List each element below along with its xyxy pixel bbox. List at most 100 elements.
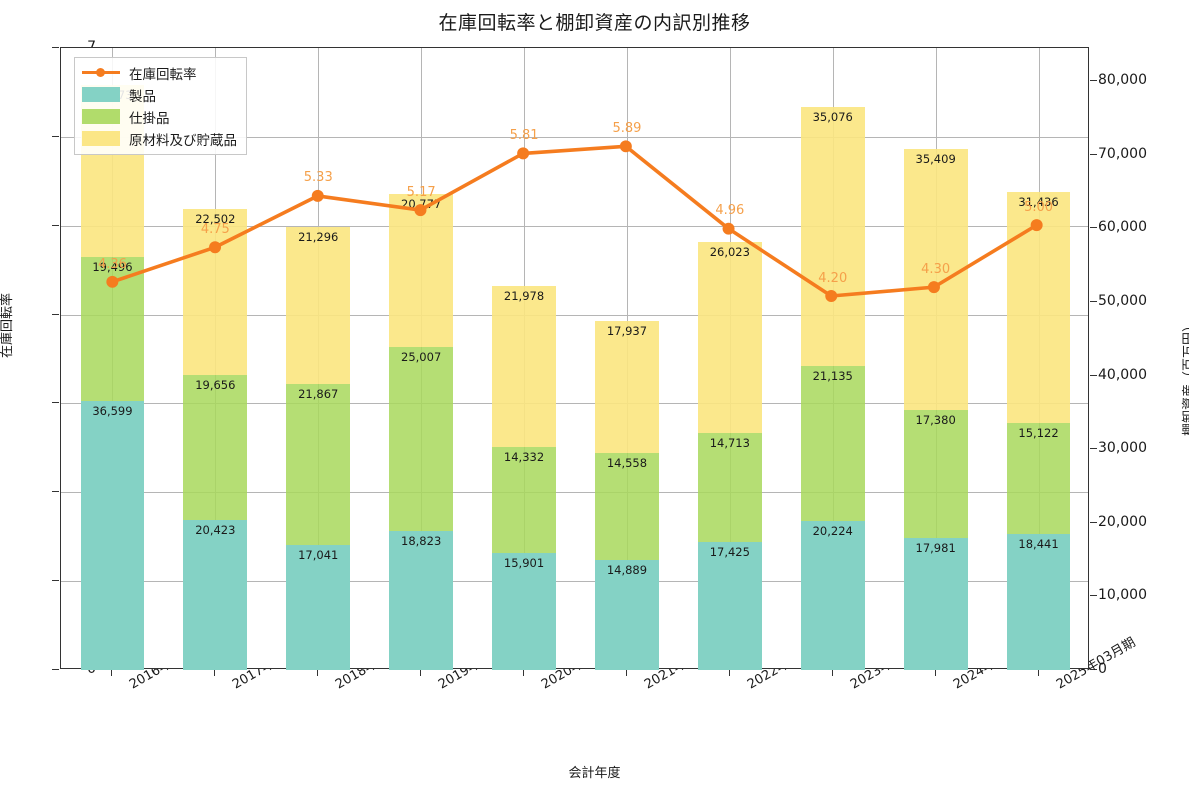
- ratio-point[interactable]: [825, 290, 838, 302]
- y-axis-right-tick-label: 30,000: [1098, 440, 1147, 457]
- x-axis-tick-label: 2017年03月期: [228, 635, 314, 692]
- y-axis-right-tick: [1090, 669, 1097, 670]
- x-axis-tick-label: 2022年03月期: [743, 635, 829, 692]
- x-axis-tick: [831, 669, 833, 676]
- gridline-horizontal: [61, 225, 1088, 227]
- bar-segment-product[interactable]: [492, 552, 556, 670]
- chart-title: 在庫回転率と棚卸資産の内訳別推移: [438, 12, 751, 34]
- bar-segment-product[interactable]: [80, 400, 145, 670]
- stacked-bar[interactable]: [903, 149, 968, 670]
- bar-segment-product[interactable]: [286, 544, 351, 670]
- y-axis-left-tick: [52, 47, 59, 48]
- y-axis-left-tick: [52, 580, 59, 582]
- y-axis-left-tick: [52, 224, 59, 226]
- y-axis-right-tick-label: 20,000: [1098, 513, 1147, 530]
- bar-segment-wip[interactable]: [286, 383, 351, 545]
- x-axis-tick-label: 2020年03月期: [537, 635, 623, 692]
- bar-segment-product[interactable]: [595, 560, 659, 670]
- stacked-bar[interactable]: [697, 241, 762, 670]
- legend-item-wip[interactable]: 仕掛品: [82, 107, 237, 127]
- bar-segment-wip[interactable]: [697, 433, 762, 542]
- y-axis-right-tick: [1090, 80, 1097, 82]
- ratio-point[interactable]: [414, 204, 427, 217]
- x-axis-label: 会計年度: [568, 766, 621, 781]
- bar-segment-product[interactable]: [903, 537, 968, 670]
- ratio-point[interactable]: [209, 241, 222, 254]
- ratio-point[interactable]: [927, 281, 940, 294]
- bar-segment-wip[interactable]: [1006, 422, 1071, 535]
- x-axis-tick: [214, 669, 216, 676]
- legend-item-raw[interactable]: 原材料及び貯蔵品: [82, 129, 237, 149]
- y-axis-right-tick: [1090, 374, 1097, 376]
- stacked-bar[interactable]: [183, 209, 248, 670]
- legend-label-wip: 仕掛品: [129, 110, 170, 127]
- ratio-point[interactable]: [722, 222, 735, 235]
- ratio-line: [110, 144, 1039, 298]
- bar-segment-product[interactable]: [183, 519, 248, 670]
- ratio-point[interactable]: [517, 147, 530, 160]
- stacked-bar[interactable]: [389, 194, 454, 670]
- ratio-value-label: 5.00: [1024, 199, 1054, 215]
- y-axis-left-tick: [52, 402, 59, 404]
- ratio-point[interactable]: [106, 275, 119, 288]
- swatch-product-icon: [82, 87, 120, 102]
- gridline-horizontal: [61, 136, 1088, 138]
- bar-segment-product[interactable]: [800, 521, 865, 670]
- x-axis-tick: [728, 669, 730, 676]
- stacked-bar[interactable]: [800, 107, 865, 670]
- x-axis-tick-label: 2021年03月期: [640, 635, 726, 692]
- ratio-point[interactable]: [311, 189, 324, 202]
- y-axis-right-tick-label: 50,000: [1098, 292, 1147, 309]
- legend-label-raw: 原材料及び貯蔵品: [129, 132, 237, 149]
- bar-segment-raw[interactable]: [697, 241, 762, 434]
- legend-item-product[interactable]: 製品: [82, 85, 237, 105]
- swatch-wip-icon: [82, 109, 120, 124]
- bar-segment-wip[interactable]: [389, 347, 454, 532]
- bar-segment-product[interactable]: [1006, 534, 1071, 670]
- y-axis-right-tick-label: 10,000: [1098, 587, 1147, 604]
- y-axis-right-tick-label: 0: [1098, 661, 1107, 677]
- bar-segment-wip[interactable]: [183, 374, 248, 520]
- x-axis-tick: [111, 669, 113, 676]
- x-axis-tick-label: 2024年03月期: [949, 635, 1035, 692]
- legend-item-ratio[interactable]: 在庫回転率: [82, 63, 237, 83]
- x-axis-tick: [420, 669, 422, 676]
- bar-segment-raw[interactable]: [800, 107, 865, 366]
- line-marker-icon: [82, 65, 120, 80]
- bar-segment-raw[interactable]: [595, 321, 659, 454]
- y-axis-right-tick-label: 80,000: [1098, 72, 1147, 89]
- y-axis-right-tick-label: 70,000: [1098, 145, 1147, 162]
- chart-legend[interactable]: 在庫回転率 製品 仕掛品 原材料及び貯蔵品: [74, 57, 247, 155]
- bar-segment-raw[interactable]: [389, 194, 454, 348]
- ratio-value-label: 5.33: [303, 170, 333, 186]
- y-axis-left-tick: [52, 313, 59, 315]
- bar-segment-raw[interactable]: [903, 149, 968, 410]
- stacked-bar[interactable]: [286, 226, 351, 670]
- swatch-raw-icon: [82, 131, 120, 146]
- stacked-bar[interactable]: [492, 285, 556, 670]
- ratio-value-label: 5.81: [509, 127, 539, 143]
- y-axis-right-tick: [1090, 595, 1097, 597]
- line-series-layer: [106, 140, 1043, 302]
- stacked-bar[interactable]: [595, 321, 659, 670]
- x-axis-tick: [625, 669, 627, 676]
- ratio-point[interactable]: [619, 140, 632, 153]
- x-axis-tick-label: 2016年03月期: [125, 635, 211, 692]
- bar-segment-raw[interactable]: [286, 226, 351, 384]
- bar-segment-wip[interactable]: [903, 409, 968, 538]
- x-axis-tick-label: 2018年03月期: [331, 635, 417, 692]
- plot-area: 23,37319,49636,59922,50219,65620,42321,2…: [60, 47, 1089, 670]
- gridline-horizontal: [61, 403, 1088, 405]
- bar-segment-product[interactable]: [389, 531, 454, 670]
- y-axis-right-tick: [1090, 448, 1097, 450]
- bar-segment-wip[interactable]: [492, 447, 556, 553]
- bar-segment-raw[interactable]: [492, 285, 556, 448]
- bar-segment-wip[interactable]: [595, 453, 659, 561]
- ratio-value-label: 4.30: [921, 261, 951, 277]
- ratio-point[interactable]: [1030, 219, 1043, 232]
- x-axis-tick: [317, 669, 319, 676]
- bar-segment-product[interactable]: [697, 541, 762, 670]
- bar-segment-wip[interactable]: [800, 365, 865, 522]
- ratio-value-label: 5.17: [406, 184, 436, 200]
